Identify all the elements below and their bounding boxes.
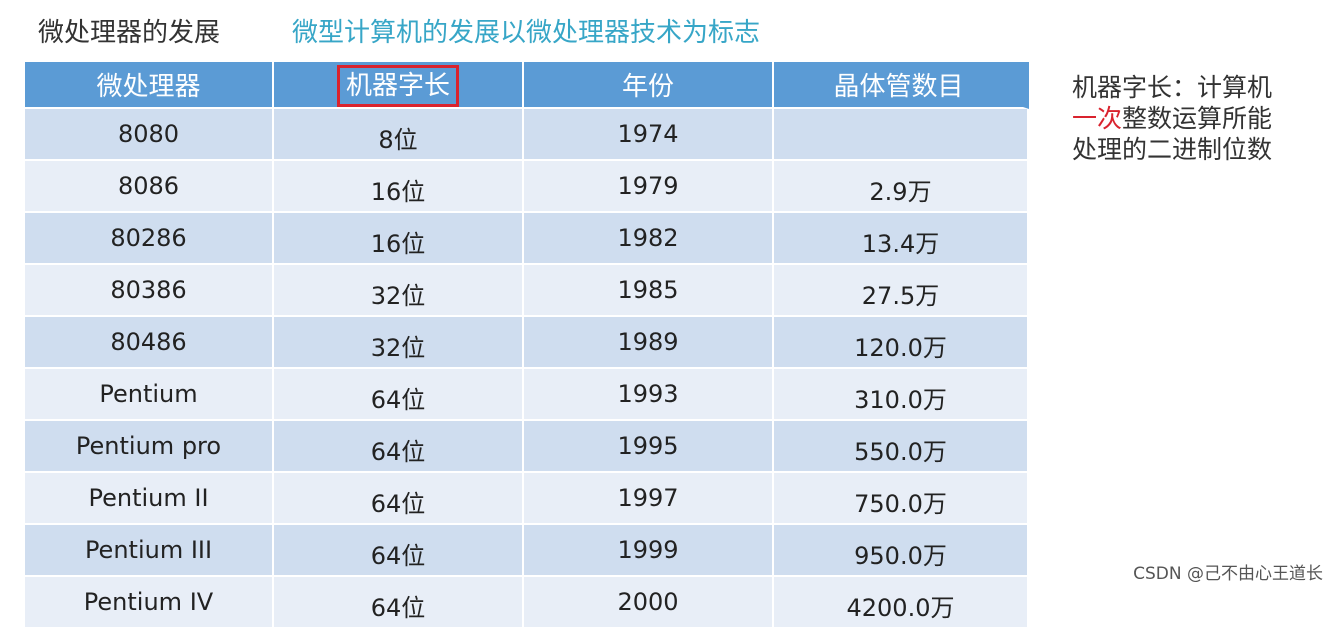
table-header-row: 微处理器 机器字长 年份 晶体管数目 [25, 62, 1029, 109]
cpu-table: 微处理器 机器字长 年份 晶体管数目 8080 8位 1974 8086 16位… [25, 62, 1029, 629]
cell-count: 550.0万 [774, 421, 1029, 473]
cell-count: 310.0万 [774, 369, 1029, 421]
cell-bits: 32位 [274, 265, 524, 317]
cell-count: 120.0万 [774, 317, 1029, 369]
cell-cpu: Pentium [25, 369, 274, 421]
cell-bits: 64位 [274, 525, 524, 577]
definition-emphasis: 一次 [1072, 104, 1123, 133]
cell-cpu: 80486 [25, 317, 274, 369]
cell-year: 1995 [524, 421, 774, 473]
cell-bits: 32位 [274, 317, 524, 369]
cell-cpu: 8086 [25, 161, 274, 213]
cell-bits: 64位 [274, 577, 524, 629]
cell-year: 2000 [524, 577, 774, 629]
word-length-definition: 机器字长：计算机 一次整数运算所能 处理的二进制位数 [1072, 72, 1312, 165]
cell-count: 13.4万 [774, 213, 1029, 265]
definition-line-2: 一次整数运算所能 [1072, 103, 1312, 134]
table-row: Pentium III 64位 1999 950.0万 [25, 525, 1029, 577]
word-length-highlight: 机器字长 [336, 64, 459, 107]
definition-line-1: 机器字长：计算机 [1072, 73, 1273, 102]
cell-year: 1979 [524, 161, 774, 213]
page-title: 微处理器的发展 [38, 18, 221, 48]
cell-bits: 64位 [274, 473, 524, 525]
cell-cpu: Pentium II [25, 473, 274, 525]
cell-cpu: 80386 [25, 265, 274, 317]
cell-year: 1974 [524, 109, 774, 161]
table-row: 80386 32位 1985 27.5万 [25, 265, 1029, 317]
cell-year: 1999 [524, 525, 774, 577]
cell-bits: 16位 [274, 161, 524, 213]
cell-count: 4200.0万 [774, 577, 1029, 629]
cell-cpu: Pentium pro [25, 421, 274, 473]
header-year: 年份 [524, 62, 774, 109]
cell-count: 750.0万 [774, 473, 1029, 525]
header-word-length: 机器字长 [274, 62, 524, 109]
table-row: 8086 16位 1979 2.9万 [25, 161, 1029, 213]
table-row: Pentium pro 64位 1995 550.0万 [25, 421, 1029, 473]
table-row: 80286 16位 1982 13.4万 [25, 213, 1029, 265]
cell-cpu: Pentium IV [25, 577, 274, 629]
cell-cpu: 8080 [25, 109, 274, 161]
cell-bits: 16位 [274, 213, 524, 265]
table-row: Pentium 64位 1993 310.0万 [25, 369, 1029, 421]
cell-bits: 64位 [274, 369, 524, 421]
cpu-table-container: 微处理器 机器字长 年份 晶体管数目 8080 8位 1974 8086 16位… [25, 62, 1029, 629]
definition-line-2-rest: 整数运算所能 [1122, 104, 1273, 133]
cell-year: 1997 [524, 473, 774, 525]
page-subtitle: 微型计算机的发展以微处理器技术为标志 [292, 18, 761, 48]
cell-year: 1982 [524, 213, 774, 265]
header-cpu: 微处理器 [25, 62, 274, 109]
cell-bits: 8位 [274, 109, 524, 161]
cell-count: 950.0万 [774, 525, 1029, 577]
cell-year: 1989 [524, 317, 774, 369]
cell-count: 2.9万 [774, 161, 1029, 213]
cell-cpu: Pentium III [25, 525, 274, 577]
table-row: Pentium IV 64位 2000 4200.0万 [25, 577, 1029, 629]
cell-count: 27.5万 [774, 265, 1029, 317]
cell-year: 1993 [524, 369, 774, 421]
header-transistor-count: 晶体管数目 [774, 62, 1029, 109]
table-row: Pentium II 64位 1997 750.0万 [25, 473, 1029, 525]
definition-line-3: 处理的二进制位数 [1072, 135, 1273, 164]
source-watermark: CSDN @己不由心王道长 [1133, 564, 1323, 584]
table-row: 80486 32位 1989 120.0万 [25, 317, 1029, 369]
cell-cpu: 80286 [25, 213, 274, 265]
cell-count [774, 109, 1029, 161]
table-row: 8080 8位 1974 [25, 109, 1029, 161]
cell-bits: 64位 [274, 421, 524, 473]
cell-year: 1985 [524, 265, 774, 317]
